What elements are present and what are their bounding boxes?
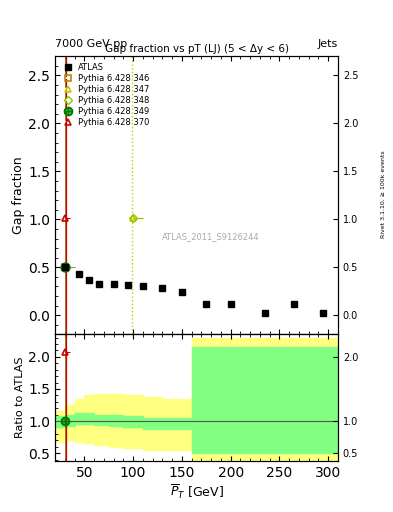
Text: Rivet 3.1.10, ≥ 100k events: Rivet 3.1.10, ≥ 100k events [381,151,386,239]
X-axis label: $\overline{P}_T$ [GeV]: $\overline{P}_T$ [GeV] [169,482,224,501]
Y-axis label: Ratio to ATLAS: Ratio to ATLAS [15,357,26,438]
Text: ATLAS_2011_S9126244: ATLAS_2011_S9126244 [162,232,259,242]
Text: Jets: Jets [318,38,338,49]
Legend: ATLAS, Pythia 6.428 346, Pythia 6.428 347, Pythia 6.428 348, Pythia 6.428 349, P: ATLAS, Pythia 6.428 346, Pythia 6.428 34… [59,60,151,130]
Title: Gap fraction vs pT (LJ) (5 < Δy < 6): Gap fraction vs pT (LJ) (5 < Δy < 6) [105,44,288,54]
Y-axis label: Gap fraction: Gap fraction [13,157,26,234]
Text: 7000 GeV pp: 7000 GeV pp [55,38,127,49]
